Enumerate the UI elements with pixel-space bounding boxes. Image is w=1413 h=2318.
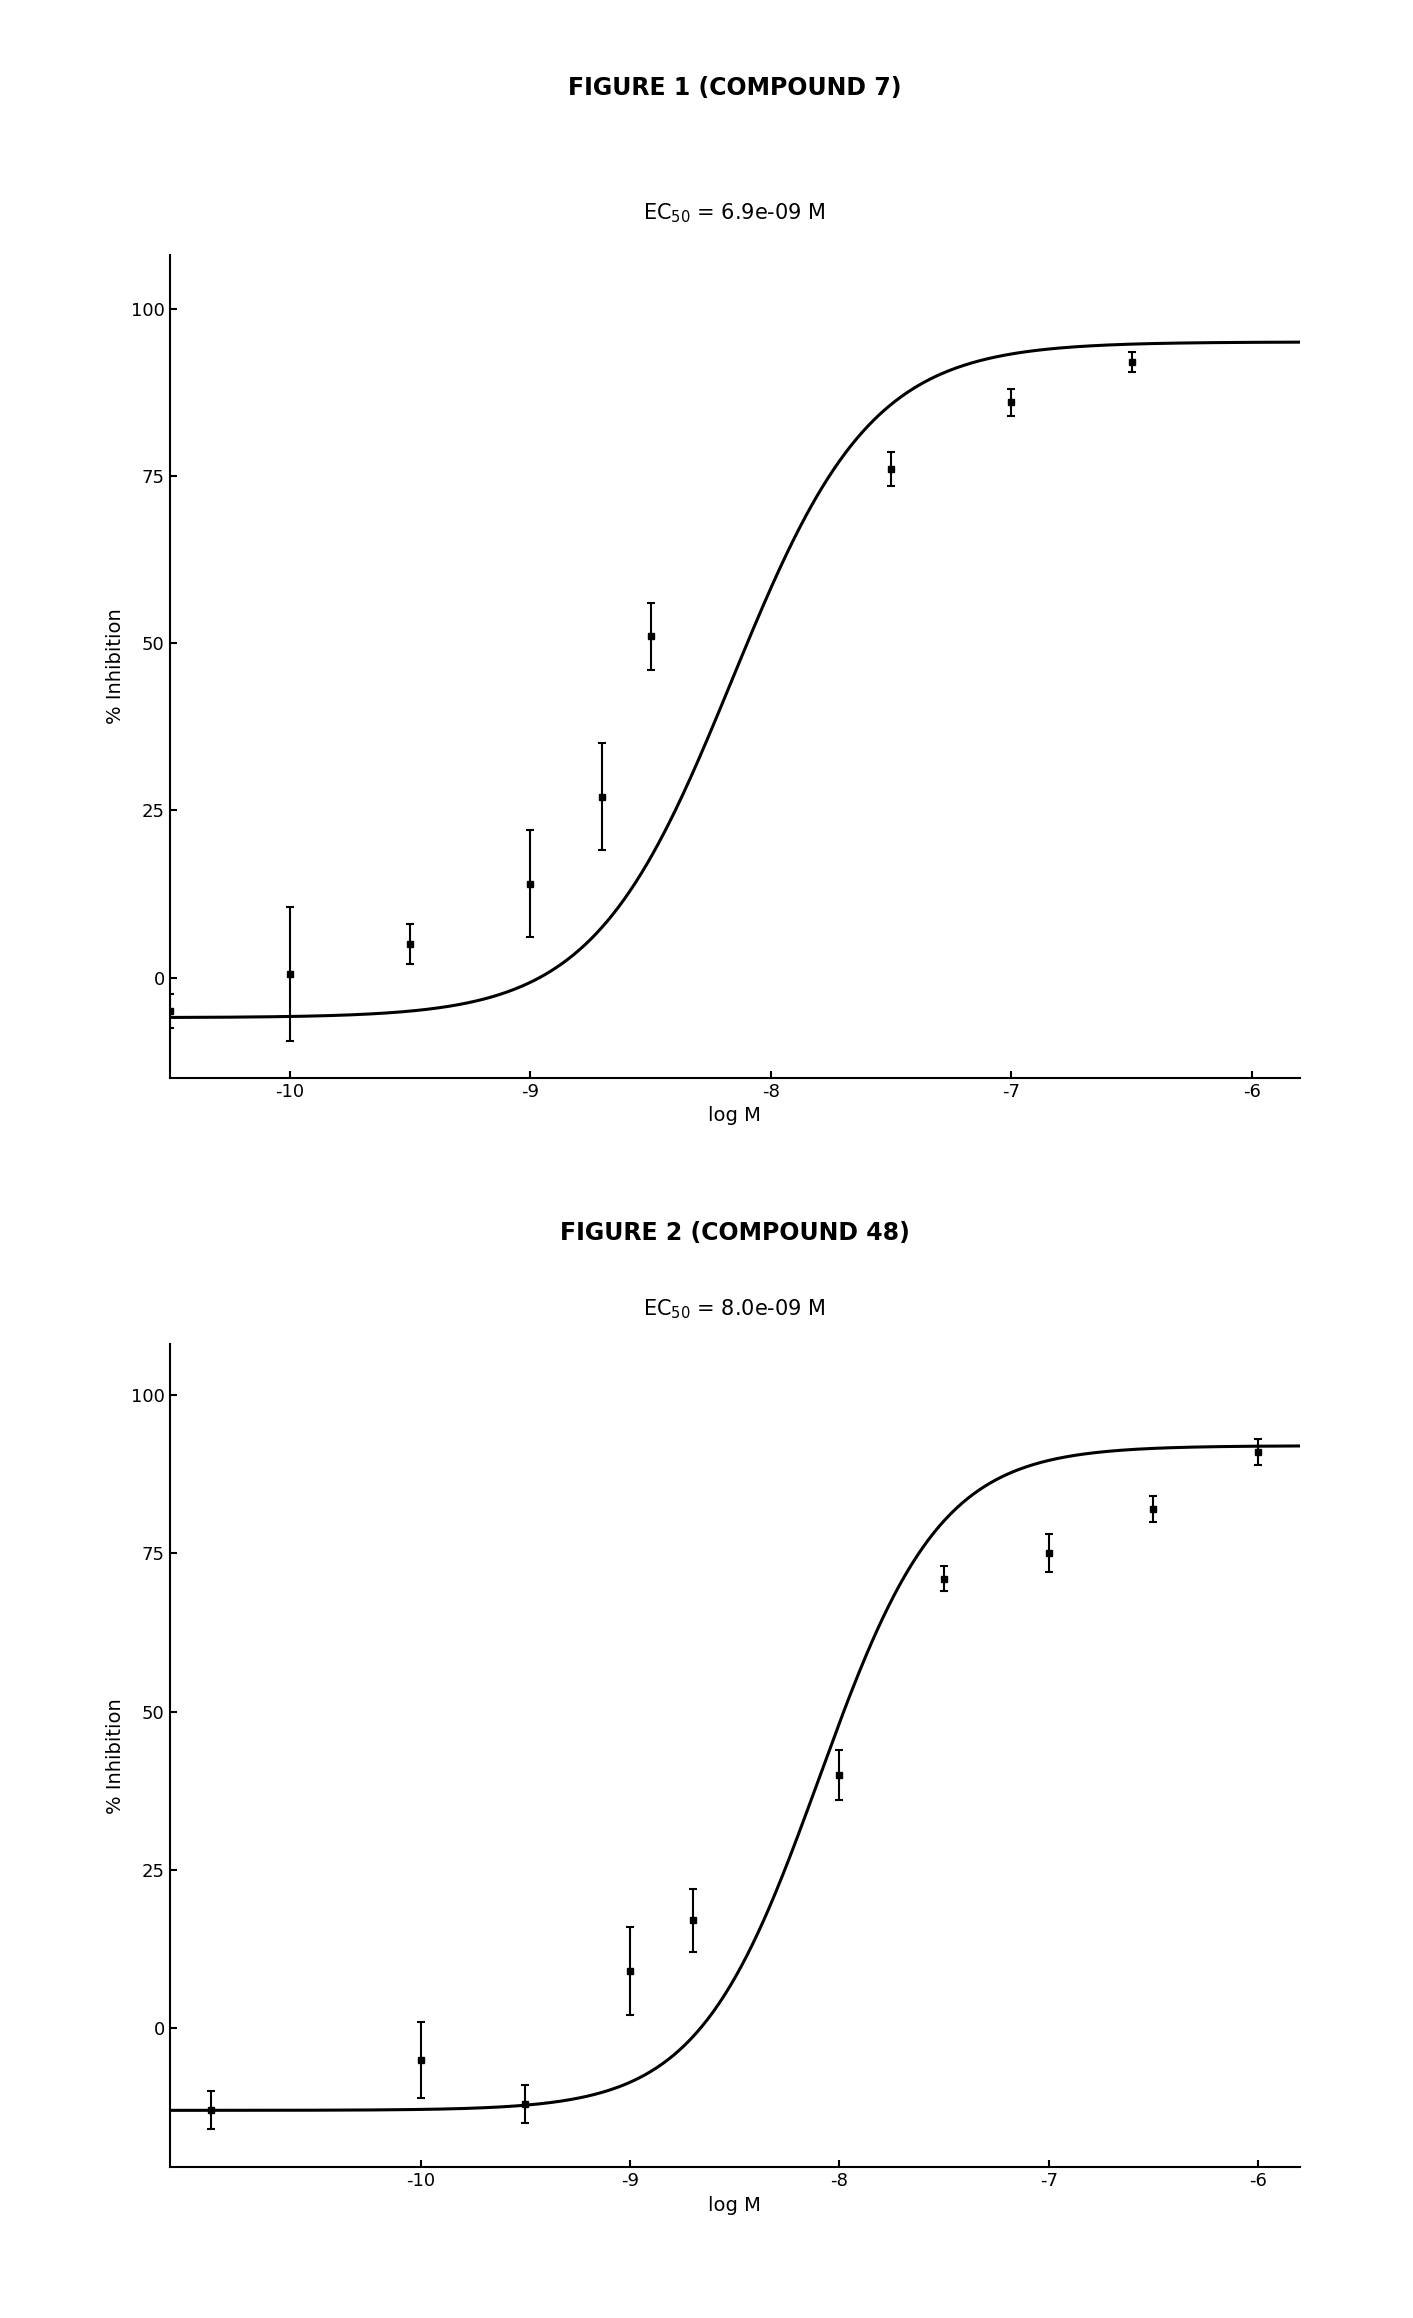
Text: FIGURE 2 (COMPOUND 48): FIGURE 2 (COMPOUND 48) — [560, 1222, 910, 1245]
Y-axis label: % Inhibition: % Inhibition — [106, 1699, 126, 1813]
Text: EC$_{50}$ = 6.9e-09 M: EC$_{50}$ = 6.9e-09 M — [643, 202, 827, 225]
Text: EC$_{50}$ = 8.0e-09 M: EC$_{50}$ = 8.0e-09 M — [643, 1298, 827, 1321]
X-axis label: log M: log M — [708, 2195, 762, 2214]
X-axis label: log M: log M — [708, 1106, 762, 1124]
Y-axis label: % Inhibition: % Inhibition — [106, 610, 126, 723]
Text: FIGURE 1 (COMPOUND 7): FIGURE 1 (COMPOUND 7) — [568, 76, 901, 100]
